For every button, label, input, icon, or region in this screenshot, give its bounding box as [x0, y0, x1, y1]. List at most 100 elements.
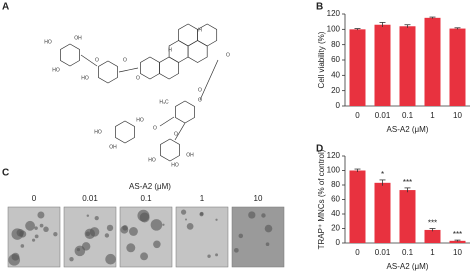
- y-tick-label: 100: [327, 24, 341, 33]
- micrograph-cell: [8, 253, 21, 266]
- structure-label: O: [136, 75, 140, 81]
- bar: [449, 28, 466, 106]
- y-tick-label: 0: [336, 238, 341, 247]
- y-tick-label: 0: [336, 101, 341, 110]
- y-tick-label: 80: [331, 180, 340, 189]
- micrograph-cell: [180, 209, 187, 215]
- structure-label: HO: [148, 157, 156, 163]
- y-tick-label: 20: [331, 86, 340, 95]
- structure-label: HO: [136, 117, 144, 123]
- significance-mark: ***: [403, 178, 412, 187]
- structure-bond: [199, 59, 219, 101]
- structure-label: HO: [44, 39, 52, 45]
- micrograph-cell: [215, 218, 218, 221]
- structure-ring: [175, 100, 195, 124]
- micrograph-cell: [248, 211, 256, 219]
- structure-label: HO: [81, 75, 89, 81]
- panel-letter: B: [316, 2, 323, 13]
- structure-ring: [98, 60, 118, 84]
- x-tick-label: 1: [430, 248, 435, 257]
- x-tick-label: 0.01: [375, 248, 391, 257]
- structure-label: OH: [74, 35, 82, 41]
- structure-label: OH: [186, 152, 194, 158]
- micrograph-cell: [153, 240, 161, 249]
- significance-mark: *: [381, 170, 384, 179]
- micrograph-cell: [34, 234, 39, 239]
- y-tick-label: 40: [331, 70, 340, 79]
- panel-letter: A: [2, 2, 9, 13]
- structure-bond: [174, 122, 186, 141]
- micrograph-cell: [43, 226, 49, 233]
- micrograph-cell: [199, 212, 204, 217]
- structure-label: HO: [171, 162, 179, 168]
- micrograph-cell: [106, 224, 114, 232]
- micrograph-cell: [105, 253, 116, 265]
- structure-label: H: [198, 27, 202, 33]
- structure-bond: [80, 54, 98, 67]
- y-tick-label: 80: [331, 40, 340, 49]
- structure-label: O: [123, 57, 127, 63]
- micrograph-cell: [85, 231, 91, 237]
- structure-label: O: [153, 125, 157, 131]
- structure-label: OH: [109, 144, 117, 150]
- micrograph-cell: [34, 226, 38, 230]
- micrograph-cell: [129, 227, 138, 236]
- x-tick-label: 0.01: [375, 111, 391, 120]
- structure-label: O: [226, 52, 230, 58]
- bar: [424, 17, 441, 106]
- y-tick-label: 120: [327, 9, 341, 18]
- structure-label: H: [168, 47, 172, 53]
- structure-bond: [159, 116, 175, 127]
- x-axis-label: AS-A2 (μM): [387, 262, 429, 271]
- micrograph-label: 0.1: [140, 194, 152, 203]
- structure-label: HO: [52, 67, 60, 73]
- y-tick-label: 100: [327, 166, 341, 175]
- structure-bond: [118, 67, 139, 73]
- micrograph-cell: [140, 252, 149, 261]
- y-tick-label: 60: [331, 55, 340, 64]
- bar: [399, 26, 416, 107]
- micrograph-cell: [104, 233, 110, 238]
- micrograph-label: 1: [200, 194, 205, 203]
- micrograph-cell: [74, 245, 86, 257]
- micrograph-cell: [53, 232, 58, 237]
- x-tick-label: 10: [453, 248, 462, 257]
- micrograph-cell: [25, 220, 35, 231]
- significance-mark: ***: [428, 219, 437, 228]
- micrograph-cell: [150, 219, 163, 231]
- y-tick-label: 60: [331, 195, 340, 204]
- micrograph-cell: [94, 215, 99, 221]
- micrograph-cell: [265, 242, 270, 247]
- micrograph: [175, 206, 229, 268]
- structure-label: O: [174, 131, 178, 137]
- structure-ring: [168, 40, 189, 63]
- micrograph-cell: [16, 229, 25, 237]
- y-tick-label: 40: [331, 209, 340, 218]
- bar: [349, 170, 366, 243]
- structure-label: HO: [94, 129, 102, 135]
- bar: [399, 190, 416, 243]
- micrograph-cell: [264, 224, 273, 233]
- micrograph-cell: [20, 244, 25, 248]
- y-tick-label: 120: [327, 151, 341, 160]
- y-tick-label: 20: [331, 224, 340, 233]
- x-tick-label: 1: [430, 111, 435, 120]
- micrograph-cell: [37, 211, 45, 219]
- bar: [374, 182, 391, 243]
- micrograph-cell: [186, 223, 194, 230]
- micrograph-cell: [120, 225, 129, 234]
- structure-label: O: [198, 87, 202, 93]
- x-axis-label: AS-A2 (μM): [387, 125, 429, 134]
- structure-ring: [159, 56, 179, 80]
- bar: [424, 229, 441, 243]
- structure-label: O: [198, 97, 202, 103]
- micrograph-cell: [185, 218, 188, 221]
- x-tick-label: 0.1: [402, 111, 414, 120]
- bar: [449, 240, 466, 243]
- micrograph-label: 10: [254, 194, 263, 203]
- micrograph-label: 0: [32, 194, 37, 203]
- micrograph-cell: [238, 233, 244, 239]
- micrograph-cell: [207, 254, 211, 258]
- micrograph-cell: [126, 243, 136, 253]
